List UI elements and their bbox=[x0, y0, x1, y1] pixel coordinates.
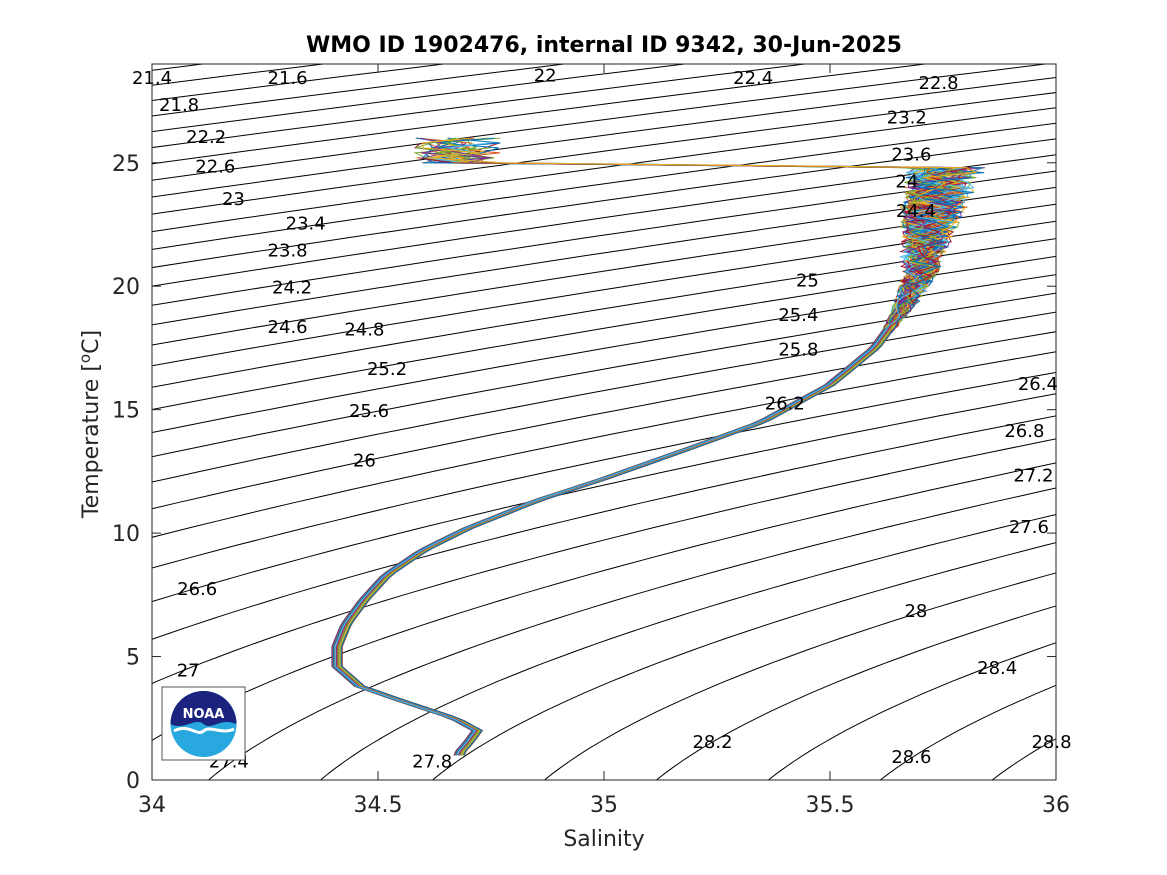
y-tick-label: 20 bbox=[112, 275, 140, 300]
isopycnal-23.4 bbox=[152, 107, 1056, 233]
x-tick-label: 34.5 bbox=[354, 793, 403, 818]
isopycnal-24 bbox=[152, 154, 1056, 287]
chart-title: WMO ID 1902476, internal ID 9342, 30-Jun… bbox=[306, 33, 902, 58]
noaa-logo: NOAA bbox=[161, 686, 246, 761]
x-tick-label: 34 bbox=[138, 793, 166, 818]
contour-label-22.8: 22.8 bbox=[918, 73, 958, 94]
density-contours bbox=[152, 64, 1056, 780]
isopycnal-22.6 bbox=[152, 64, 926, 165]
isopycnal-22.2 bbox=[152, 64, 685, 133]
isopycnal-26.4 bbox=[152, 371, 1056, 569]
contour-label-25.6: 25.6 bbox=[349, 401, 389, 422]
isopycnal-28 bbox=[544, 572, 1056, 780]
isopycnal-25.6 bbox=[152, 292, 1056, 458]
isopycnal-27.8 bbox=[432, 542, 1056, 780]
isopycnal-25.4 bbox=[152, 274, 1056, 434]
contour-label-26: 26 bbox=[353, 451, 376, 472]
isopycnal-26 bbox=[152, 331, 1056, 510]
y-tick-label: 25 bbox=[112, 152, 140, 177]
x-tick-label: 35 bbox=[590, 793, 618, 818]
contour-label-24.8: 24.8 bbox=[344, 320, 384, 341]
isopycnal-25.8 bbox=[152, 311, 1056, 483]
isopycnal-28.2 bbox=[656, 605, 1056, 780]
contour-label-25.8: 25.8 bbox=[778, 339, 818, 360]
profile-lines bbox=[331, 137, 985, 756]
isopycnal-28.6 bbox=[879, 684, 1056, 780]
contour-label-24.2: 24.2 bbox=[272, 278, 312, 299]
isopycnal-23.6 bbox=[152, 122, 1056, 250]
y-tick-label: 15 bbox=[112, 399, 140, 424]
logo-wave bbox=[173, 726, 235, 734]
contour-label-23.6: 23.6 bbox=[891, 144, 931, 165]
isopycnal-23.2 bbox=[152, 92, 1056, 215]
isopycnal-27.6 bbox=[320, 513, 1056, 780]
density-contour-labels: 21.4 21.6 22 22.4 22.821.822.223.222.623.623… bbox=[132, 65, 1072, 772]
isopycnal-27.4 bbox=[208, 487, 1056, 780]
contour-label-26.6: 26.6 bbox=[177, 579, 217, 600]
profile-line bbox=[341, 177, 974, 756]
isopycnal-22.8 bbox=[152, 64, 1046, 181]
contour-label-23.4: 23.4 bbox=[286, 214, 326, 235]
isopycnal-26.6 bbox=[152, 393, 1056, 603]
isopycnal-26.8 bbox=[152, 415, 1056, 640]
contour-label-26.8: 26.8 bbox=[1004, 421, 1044, 442]
contour-label-23.2: 23.2 bbox=[887, 107, 927, 128]
contour-label-28: 28 bbox=[904, 601, 927, 622]
isopycnal-26.2 bbox=[152, 351, 1056, 538]
contour-label-25.2: 25.2 bbox=[367, 359, 407, 380]
contour-label-27: 27 bbox=[177, 660, 200, 681]
contour-label-24: 24 bbox=[895, 172, 918, 193]
contour-label-22.6: 22.6 bbox=[195, 157, 235, 178]
isopycnal-27 bbox=[152, 438, 1056, 685]
contour-label-22: 22 bbox=[534, 65, 557, 86]
isopycnal-23.8 bbox=[152, 138, 1056, 269]
profile-line bbox=[334, 196, 956, 756]
contour-label-25: 25 bbox=[796, 270, 819, 291]
logo-navy-top bbox=[170, 691, 237, 727]
contour-label-28.8: 28.8 bbox=[1031, 732, 1071, 753]
contour-label-23: 23 bbox=[222, 189, 245, 210]
contour-label-27.6: 27.6 bbox=[1009, 517, 1049, 538]
contour-label-21.8: 21.8 bbox=[159, 95, 199, 116]
contour-label-21.6: 21.6 bbox=[268, 68, 308, 89]
contour-label-23.8: 23.8 bbox=[268, 241, 308, 262]
contour-label-22.4: 22.4 bbox=[733, 68, 773, 89]
isopycnal-27.2 bbox=[152, 462, 1056, 741]
logo-text: NOAA bbox=[183, 707, 225, 722]
contour-label-27.2: 27.2 bbox=[1013, 465, 1053, 486]
contour-label-26.2: 26.2 bbox=[765, 394, 805, 415]
contour-label-28.6: 28.6 bbox=[891, 747, 931, 768]
contour-label-24.6: 24.6 bbox=[268, 317, 308, 338]
y-tick-label: 5 bbox=[126, 646, 140, 671]
y-tick-label: 10 bbox=[112, 522, 140, 547]
isopycnal-23 bbox=[152, 76, 1056, 198]
isopycnal-22.4 bbox=[152, 64, 805, 149]
contour-label-26.4: 26.4 bbox=[1018, 374, 1058, 395]
x-axis-label: Salinity bbox=[563, 827, 644, 852]
contour-label-25.4: 25.4 bbox=[778, 305, 818, 326]
axis-ticks: 34 34.5 35 35.5 36 0 5 10 15 20 25 bbox=[112, 64, 1070, 818]
contour-label-28.4: 28.4 bbox=[977, 658, 1017, 679]
contour-label-24.4: 24.4 bbox=[896, 201, 936, 222]
x-tick-label: 35.5 bbox=[806, 793, 855, 818]
y-tick-label: 0 bbox=[126, 769, 140, 794]
x-tick-label: 36 bbox=[1042, 793, 1070, 818]
contour-label-28.2: 28.2 bbox=[692, 732, 732, 753]
contour-label-22.2: 22.2 bbox=[186, 127, 226, 148]
y-axis-label: Temperature [oC] bbox=[76, 330, 104, 519]
isopycnal-28.4 bbox=[768, 642, 1056, 780]
contour-label-27.8: 27.8 bbox=[412, 752, 452, 773]
